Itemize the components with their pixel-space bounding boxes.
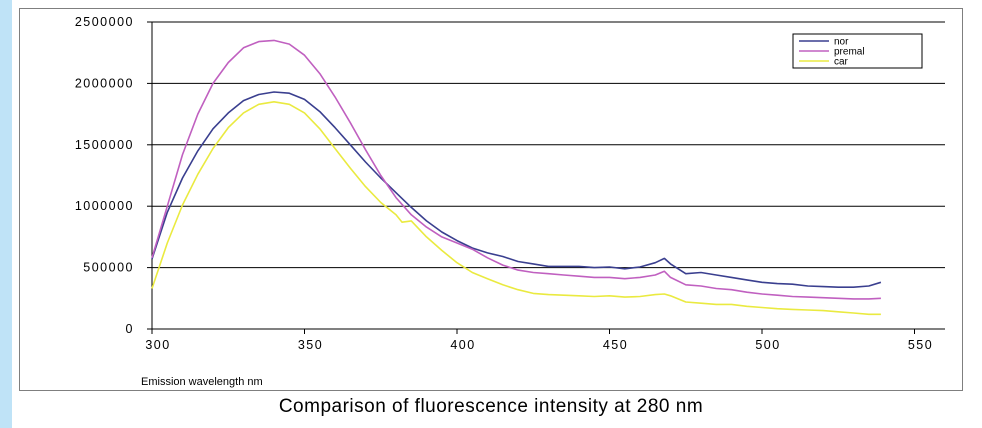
grid-layer <box>152 21 945 269</box>
x-tick-label: 500 <box>755 338 780 352</box>
y-tick-label: 2000000 <box>75 76 134 90</box>
series-line-car <box>151 101 881 316</box>
x-tick-label: 550 <box>908 338 933 352</box>
series-layer <box>151 39 882 316</box>
legend-label-nor: nor <box>834 37 849 48</box>
legend-label-car: car <box>834 57 849 68</box>
y-tick-label: 0 <box>126 322 134 336</box>
y-tick-label: 2500000 <box>75 15 134 29</box>
x-tick-label: 300 <box>145 338 170 352</box>
y-tick-label: 500000 <box>83 261 134 275</box>
chart-frame <box>19 8 963 391</box>
legend-label-premal: premal <box>834 47 865 58</box>
axis-layer: 0 500000 1000000 1500000 2000000 2500000 300 35… <box>75 15 945 352</box>
figure-caption: Comparison of fluorescence intensity at … <box>278 396 704 417</box>
series-line-nor <box>151 91 882 289</box>
x-tick-label: 350 <box>298 338 323 352</box>
left-accent-bar <box>0 0 12 428</box>
series-line-premal <box>151 39 881 300</box>
x-tick-label: 450 <box>603 338 628 352</box>
x-axis-title: Emission wavelength nm <box>141 376 263 388</box>
y-tick-label: 1500000 <box>75 138 134 152</box>
x-tick-label: 400 <box>450 338 475 352</box>
y-tick-label: 1000000 <box>75 199 134 213</box>
